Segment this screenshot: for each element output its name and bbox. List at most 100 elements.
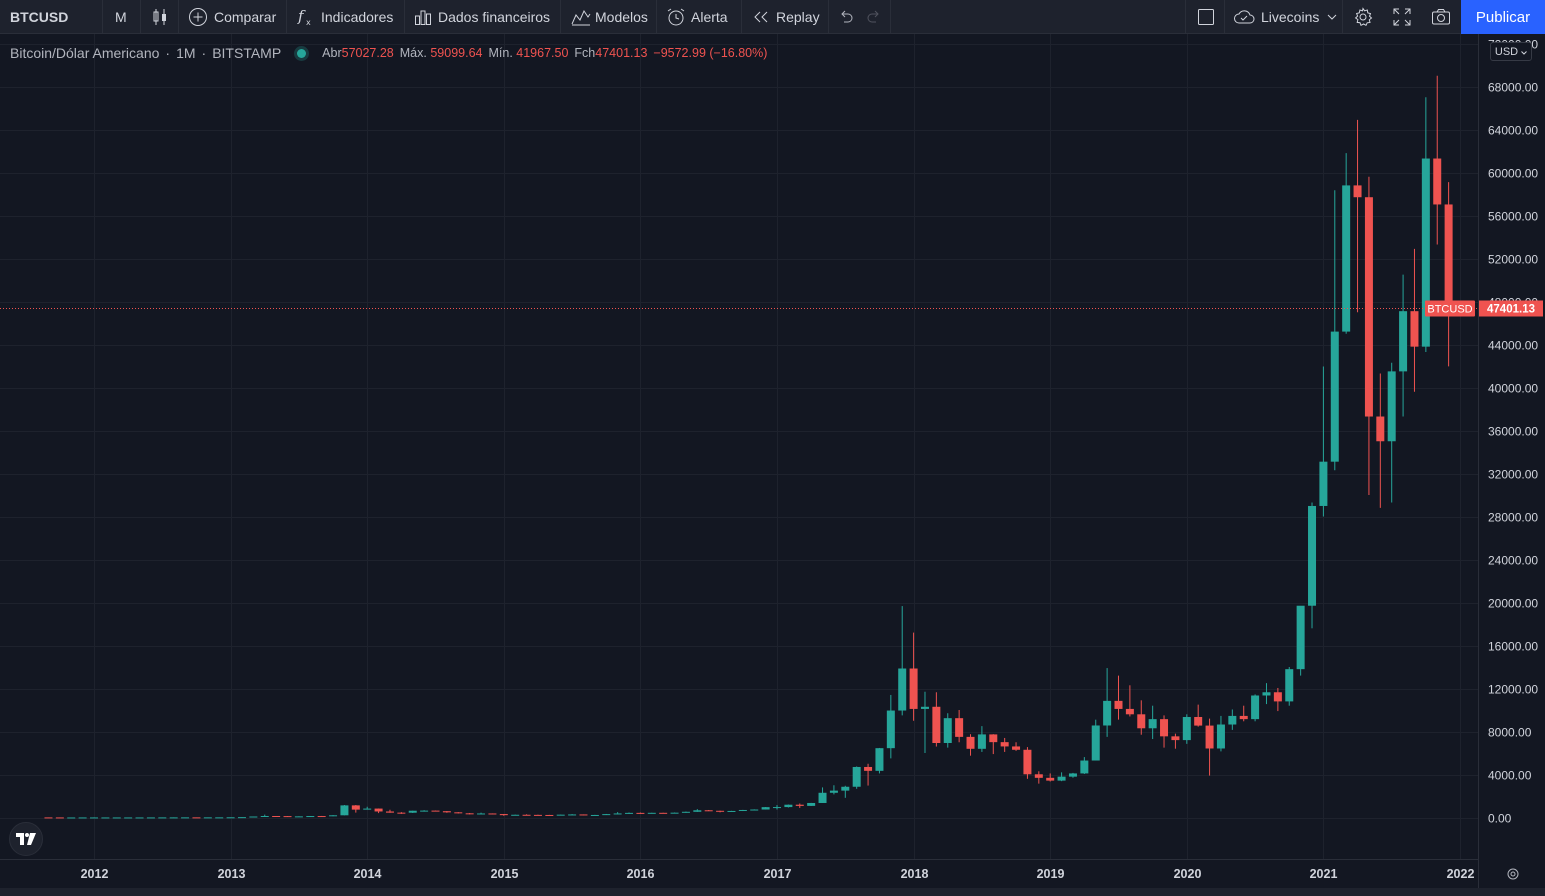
candle [1330, 190, 1339, 471]
candle-body [192, 817, 201, 819]
market-status-dot[interactable] [297, 48, 307, 58]
time-axis[interactable]: 2012 2013 2014 2015 2016 2017 2018 2019 2020 2021… [81, 867, 1475, 881]
candle [329, 815, 338, 817]
time-axis-settings-button[interactable] [1507, 868, 1519, 880]
last-price-labels: BTCUSD 47401.13 [1425, 300, 1543, 317]
currency-select[interactable]: USD [1490, 42, 1532, 61]
candle-body [1285, 669, 1294, 702]
candle [1137, 700, 1146, 735]
candle-body [101, 817, 110, 819]
save-layout-button[interactable]: Livecoins [1233, 0, 1337, 33]
candle [1444, 182, 1453, 367]
candle-body [1194, 716, 1203, 726]
candle [1046, 773, 1055, 782]
candle-body [579, 814, 588, 816]
candle-body [1296, 605, 1305, 670]
candle-body [260, 816, 269, 818]
publish-button[interactable]: Publicar [1461, 0, 1545, 34]
svg-text:x: x [306, 18, 311, 27]
candle-body [1012, 746, 1021, 750]
fullscreen-button[interactable] [1393, 0, 1411, 33]
price-axis[interactable]: 0.00 4000.00 8000.00 12000.00 16000.00 20000.… [1488, 38, 1538, 826]
candle-body [522, 814, 531, 816]
candle-body [670, 812, 679, 814]
candle-body [306, 816, 315, 818]
candle-body [397, 812, 406, 814]
time-tick-label: 2022 [1447, 867, 1475, 881]
candle-body [385, 811, 394, 813]
replay-button[interactable]: Replay [752, 0, 820, 33]
candle [579, 814, 588, 816]
candle [203, 817, 212, 819]
toolbar-divider [102, 0, 103, 33]
series-title[interactable]: Bitcoin/Dólar Americano [10, 45, 160, 61]
candle [146, 817, 155, 819]
interval-button[interactable]: M [115, 0, 127, 33]
candle [522, 814, 531, 816]
candle [1262, 683, 1271, 705]
candle [294, 816, 303, 818]
alert-button[interactable]: Alerta [666, 0, 728, 33]
candle-body [1034, 774, 1043, 778]
candle-body [272, 816, 281, 818]
price-tick-label: 60000.00 [1488, 167, 1538, 181]
candle [226, 817, 235, 819]
candle-body [1080, 760, 1089, 774]
open-label: Abr [322, 46, 342, 60]
price-chart[interactable]: 0.00 4000.00 8000.00 12000.00 16000.00 20000.… [0, 34, 1545, 888]
candle-body [704, 810, 713, 812]
high-value: 59099.64 [430, 46, 483, 60]
candle [317, 815, 326, 818]
candle [1216, 715, 1225, 752]
undo-button[interactable] [838, 0, 854, 33]
cloud-icon [1233, 9, 1255, 25]
layout-select-button[interactable] [1197, 0, 1215, 33]
candle-body [545, 814, 554, 816]
chart-type-button[interactable] [151, 0, 169, 33]
candle-body [773, 807, 781, 809]
candle-body [1182, 716, 1191, 741]
financials-button[interactable]: Dados financeiros [414, 0, 550, 33]
candle [568, 814, 577, 816]
candle [1376, 373, 1385, 508]
snapshot-button[interactable] [1431, 0, 1451, 33]
candle [875, 747, 884, 774]
tradingview-logo[interactable] [9, 822, 43, 856]
candle-body [1114, 700, 1123, 709]
rewind-icon [752, 10, 770, 24]
candle-body [738, 809, 747, 811]
compare-label: Comparar [214, 8, 277, 25]
candle-body [55, 817, 64, 819]
candle [1308, 502, 1317, 629]
settings-button[interactable] [1353, 0, 1373, 33]
candle [977, 726, 986, 752]
candle [67, 817, 76, 819]
candle [841, 785, 850, 798]
candle-body [442, 811, 451, 813]
chevron-down-icon [1521, 46, 1527, 58]
toolbar-divider [178, 0, 179, 33]
redo-button[interactable] [866, 0, 882, 33]
candle [1319, 366, 1328, 517]
candle [1160, 715, 1169, 748]
compare-button[interactable]: Comparar [188, 0, 276, 33]
candle-body [556, 814, 565, 816]
templates-button[interactable]: Modelos [571, 0, 648, 33]
candle-body [363, 808, 372, 810]
candle [499, 814, 508, 816]
candle [488, 813, 497, 815]
candle [636, 812, 645, 814]
candle [1091, 719, 1100, 761]
candle-body [1205, 725, 1214, 749]
candle-body [237, 817, 246, 819]
price-tick-label: 24000.00 [1488, 554, 1538, 568]
toolbar-divider [1342, 0, 1343, 33]
candle [613, 812, 622, 815]
symbol-search-button[interactable]: BTCUSD [10, 0, 68, 33]
toolbar-divider [890, 0, 891, 33]
candle-body [294, 816, 303, 818]
candle [374, 808, 383, 814]
candle [124, 817, 133, 819]
candle [852, 766, 861, 789]
